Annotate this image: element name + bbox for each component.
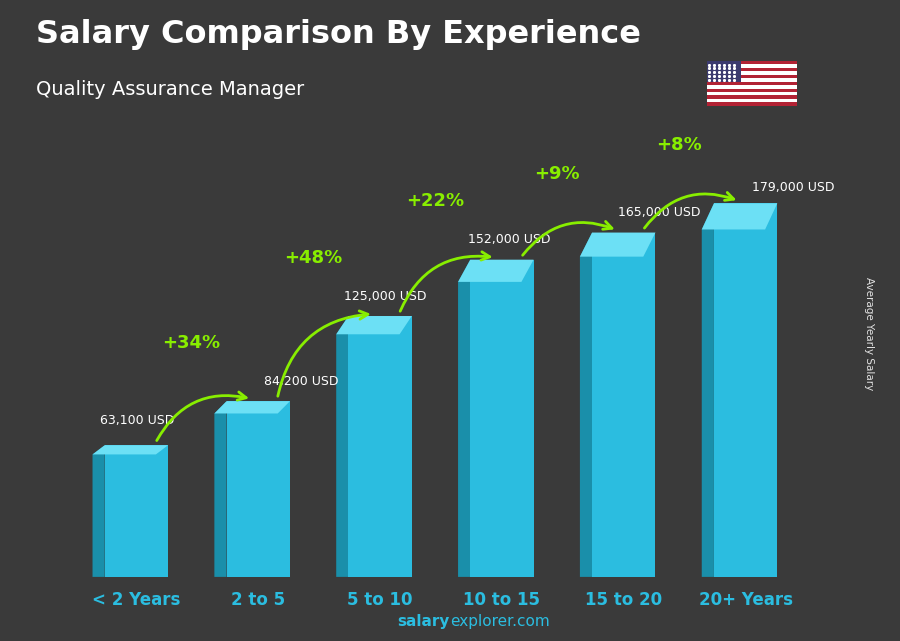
Text: Salary Comparison By Experience: Salary Comparison By Experience [36, 19, 641, 50]
Bar [706, 61, 796, 64]
Text: 84,200 USD: 84,200 USD [265, 375, 338, 388]
Bar [706, 64, 796, 68]
Text: +34%: +34% [162, 334, 220, 352]
Bar [714, 203, 778, 577]
Polygon shape [458, 260, 470, 577]
Bar [706, 71, 796, 75]
Text: 125,000 USD: 125,000 USD [344, 290, 426, 303]
Bar [706, 92, 796, 96]
Polygon shape [702, 203, 714, 577]
Bar [706, 88, 796, 92]
Polygon shape [580, 233, 655, 256]
Text: +9%: +9% [534, 165, 580, 183]
Polygon shape [702, 203, 778, 229]
Bar [592, 233, 655, 577]
Polygon shape [580, 233, 592, 577]
Bar [104, 445, 168, 577]
Text: 179,000 USD: 179,000 USD [752, 181, 834, 194]
Text: Quality Assurance Manager: Quality Assurance Manager [36, 80, 304, 99]
Text: 165,000 USD: 165,000 USD [617, 206, 700, 219]
Polygon shape [93, 445, 168, 454]
Polygon shape [214, 401, 227, 577]
Polygon shape [214, 401, 290, 413]
Bar [706, 61, 741, 81]
Text: +22%: +22% [406, 192, 464, 210]
Bar [706, 68, 796, 71]
Text: +8%: +8% [656, 136, 701, 154]
Bar [470, 260, 534, 577]
Bar [706, 75, 796, 78]
Bar [706, 81, 796, 85]
Text: 152,000 USD: 152,000 USD [468, 233, 550, 246]
Bar [706, 103, 796, 106]
Text: +48%: +48% [284, 249, 342, 267]
Text: salary: salary [398, 615, 450, 629]
Text: Average Yearly Salary: Average Yearly Salary [863, 277, 874, 390]
Bar [706, 85, 796, 88]
Bar [348, 316, 412, 577]
Polygon shape [458, 260, 534, 282]
Polygon shape [93, 445, 104, 577]
Polygon shape [337, 316, 348, 577]
Bar [227, 401, 290, 577]
Bar [706, 96, 796, 99]
Text: 63,100 USD: 63,100 USD [100, 414, 175, 428]
Bar [706, 99, 796, 103]
Text: explorer.com: explorer.com [450, 615, 550, 629]
Polygon shape [337, 316, 412, 335]
Bar [706, 78, 796, 81]
